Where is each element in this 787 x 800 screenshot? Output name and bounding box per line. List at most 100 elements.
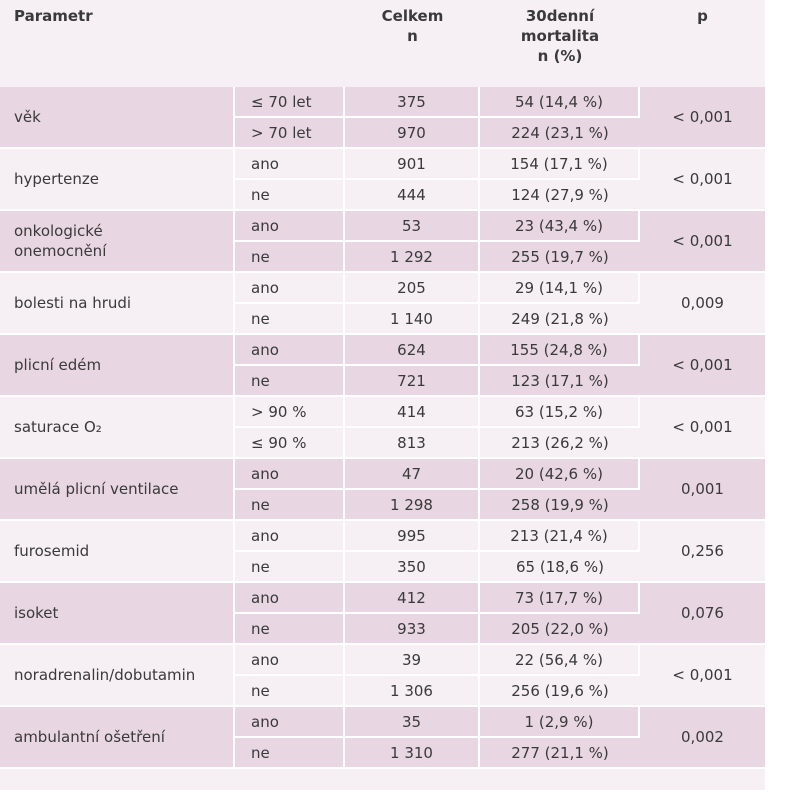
subgroup-cell: ano <box>235 707 345 738</box>
subgroup-cell: ano <box>235 521 345 552</box>
subgroup-cell: ≤ 70 let <box>235 87 345 118</box>
table-row: saturace O₂ > 90 % 414 63 (15,2 %) < 0,001 <box>0 397 765 459</box>
p-value-cell: 0,001 <box>640 459 765 521</box>
subgroup-cell: ne <box>235 242 345 273</box>
subgroup-cell: ne <box>235 304 345 335</box>
subgroup-cell: ano <box>235 211 345 242</box>
p-value-cell: < 0,001 <box>640 645 765 707</box>
subgroup-cell: ano <box>235 645 345 676</box>
header-row: Parametr Celkem n 30denní mortalita n (%) p <box>0 0 765 87</box>
count-cell: 414 <box>345 397 480 428</box>
p-value-cell: < 0,001 <box>640 211 765 273</box>
cell-line: Celkem <box>381 7 444 25</box>
mortality-cell: 255 (19,7 %) <box>480 242 640 273</box>
count-cell: 375 <box>345 87 480 118</box>
table-row: ne 1 306 256 (19,6 %) <box>0 676 765 707</box>
header-cell <box>235 0 345 87</box>
mortality-cell: 29 (14,1 %) <box>480 273 640 304</box>
count-cell: 1 310 <box>345 738 480 769</box>
cell-line: plicní edém <box>14 356 102 374</box>
count-cell: 1 292 <box>345 242 480 273</box>
count-cell: 995 <box>345 521 480 552</box>
param-cell: isoket <box>0 583 235 645</box>
p-value-cell: 0,076 <box>640 583 765 645</box>
param-cell: bolesti na hrudi <box>0 273 235 335</box>
cell-line: n <box>407 27 418 45</box>
table-row: ne 1 140 249 (21,8 %) <box>0 304 765 335</box>
mortality-cell: 124 (27,9 %) <box>480 180 640 211</box>
count-cell: 933 <box>345 614 480 645</box>
p-value-cell: < 0,001 <box>640 87 765 149</box>
mortality-cell: 258 (19,9 %) <box>480 490 640 521</box>
subgroup-cell: ≤ 90 % <box>235 428 345 459</box>
cell-line: p <box>697 7 708 25</box>
cell-line: onkologické <box>14 222 103 240</box>
subgroup-cell: ne <box>235 366 345 397</box>
table-row: plicní edém ano 624 155 (24,8 %) < 0,001 <box>0 335 765 397</box>
param-cell: onkologické onemocnění <box>0 211 235 273</box>
p-value-cell: 0,256 <box>640 521 765 583</box>
table-row: umělá plicní ventilace ano 47 20 (42,6 %) 0,… <box>0 459 765 521</box>
header-cell: 30denní mortalita n (%) <box>480 0 640 87</box>
mortality-cell: 123 (17,1 %) <box>480 366 640 397</box>
table-row: ne 1 310 277 (21,1 %) <box>0 738 765 769</box>
cell-line: věk <box>14 108 41 126</box>
p-value-cell: < 0,001 <box>640 397 765 459</box>
table-row: ambulantní ošetření ano 35 1 (2,9 %) 0,002 <box>0 707 765 769</box>
cell-line: furosemid <box>14 542 90 560</box>
mortality-cell: 23 (43,4 %) <box>480 211 640 242</box>
header-cell: Parametr <box>0 0 235 87</box>
count-cell: 35 <box>345 707 480 738</box>
table-row: bolesti na hrudi ano 205 29 (14,1 %) 0,009 <box>0 273 765 335</box>
mortality-cell: 249 (21,8 %) <box>480 304 640 335</box>
count-cell: 624 <box>345 335 480 366</box>
param-cell: umělá plicní ventilace <box>0 459 235 521</box>
param-cell: hypertenze <box>0 149 235 211</box>
param-cell: ambulantní ošetření <box>0 707 235 769</box>
count-cell: 412 <box>345 583 480 614</box>
table-row: ne 1 298 258 (19,9 %) <box>0 490 765 521</box>
header-cell: p <box>640 0 765 87</box>
subgroup-cell: ne <box>235 614 345 645</box>
cell-line: Parametr <box>14 7 93 25</box>
mortality-cell: 20 (42,6 %) <box>480 459 640 490</box>
mortality-cell: 22 (56,4 %) <box>480 645 640 676</box>
mortality-cell: 155 (24,8 %) <box>480 335 640 366</box>
count-cell: 901 <box>345 149 480 180</box>
table-row: isoket ano 412 73 (17,7 %) 0,076 <box>0 583 765 645</box>
table-row: věk ≤ 70 let 375 54 (14,4 %) < 0,001 <box>0 87 765 149</box>
subgroup-cell: ne <box>235 180 345 211</box>
subgroup-cell: ano <box>235 335 345 366</box>
mortality-cell: 154 (17,1 %) <box>480 149 640 180</box>
mortality-cell: 1 (2,9 %) <box>480 707 640 738</box>
cell-line: n (%) <box>537 47 583 65</box>
count-cell: 444 <box>345 180 480 211</box>
mortality-cell: 213 (21,4 %) <box>480 521 640 552</box>
param-cell: furosemid <box>0 521 235 583</box>
count-cell: 39 <box>345 645 480 676</box>
subgroup-cell: ne <box>235 738 345 769</box>
table-row: ≤ 90 % 813 213 (26,2 %) <box>0 428 765 459</box>
mortality-cell: 205 (22,0 %) <box>480 614 640 645</box>
subgroup-cell: ne <box>235 676 345 707</box>
count-cell: 53 <box>345 211 480 242</box>
subgroup-cell: ano <box>235 583 345 614</box>
param-cell: věk <box>0 87 235 149</box>
cell-line: bolesti na hrudi <box>14 294 132 312</box>
cell-line: 30denní <box>525 7 595 25</box>
table-body: věk ≤ 70 let 375 54 (14,4 %) < 0,001 > 70 let… <box>0 87 765 769</box>
table-row: ne 1 292 255 (19,7 %) <box>0 242 765 273</box>
table-panel: Parametr Celkem n 30denní mortalita n (%) p vě… <box>0 0 765 790</box>
table-row: > 70 let 970 224 (23,1 %) <box>0 118 765 149</box>
cell-line: umělá plicní ventilace <box>14 480 179 498</box>
subgroup-cell: > 90 % <box>235 397 345 428</box>
table-row: ne 444 124 (27,9 %) <box>0 180 765 211</box>
cell-line: noradrenalin/dobutamin <box>14 666 196 684</box>
cell-line: ambulantní ošetření <box>14 728 165 746</box>
subgroup-cell: ne <box>235 552 345 583</box>
table-row: noradrenalin/dobutamin ano 39 22 (56,4 %) < … <box>0 645 765 707</box>
mortality-cell: 224 (23,1 %) <box>480 118 640 149</box>
table: Parametr Celkem n 30denní mortalita n (%) p vě… <box>0 0 765 769</box>
param-cell: plicní edém <box>0 335 235 397</box>
subgroup-cell: ano <box>235 273 345 304</box>
